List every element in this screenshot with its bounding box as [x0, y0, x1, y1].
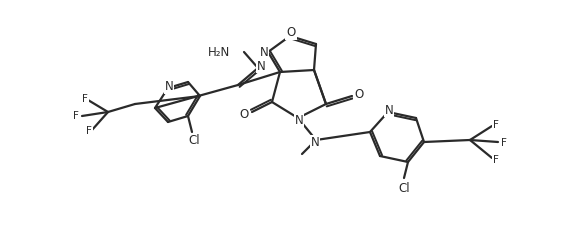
Text: F: F — [493, 155, 499, 165]
Text: F: F — [493, 120, 499, 130]
Text: N: N — [384, 104, 393, 116]
Text: O: O — [355, 89, 364, 101]
Text: N: N — [294, 114, 303, 126]
Text: F: F — [501, 138, 507, 148]
Text: F: F — [82, 94, 88, 104]
Text: H₂N: H₂N — [208, 45, 230, 59]
Text: N: N — [165, 81, 173, 94]
Text: O: O — [239, 109, 248, 121]
Text: F: F — [86, 126, 92, 136]
Text: Cl: Cl — [188, 135, 200, 148]
Text: N: N — [311, 136, 319, 148]
Text: O: O — [287, 27, 296, 39]
Text: N: N — [260, 45, 269, 59]
Text: Cl: Cl — [398, 182, 410, 195]
Text: F: F — [73, 111, 79, 121]
Text: N: N — [257, 59, 265, 72]
